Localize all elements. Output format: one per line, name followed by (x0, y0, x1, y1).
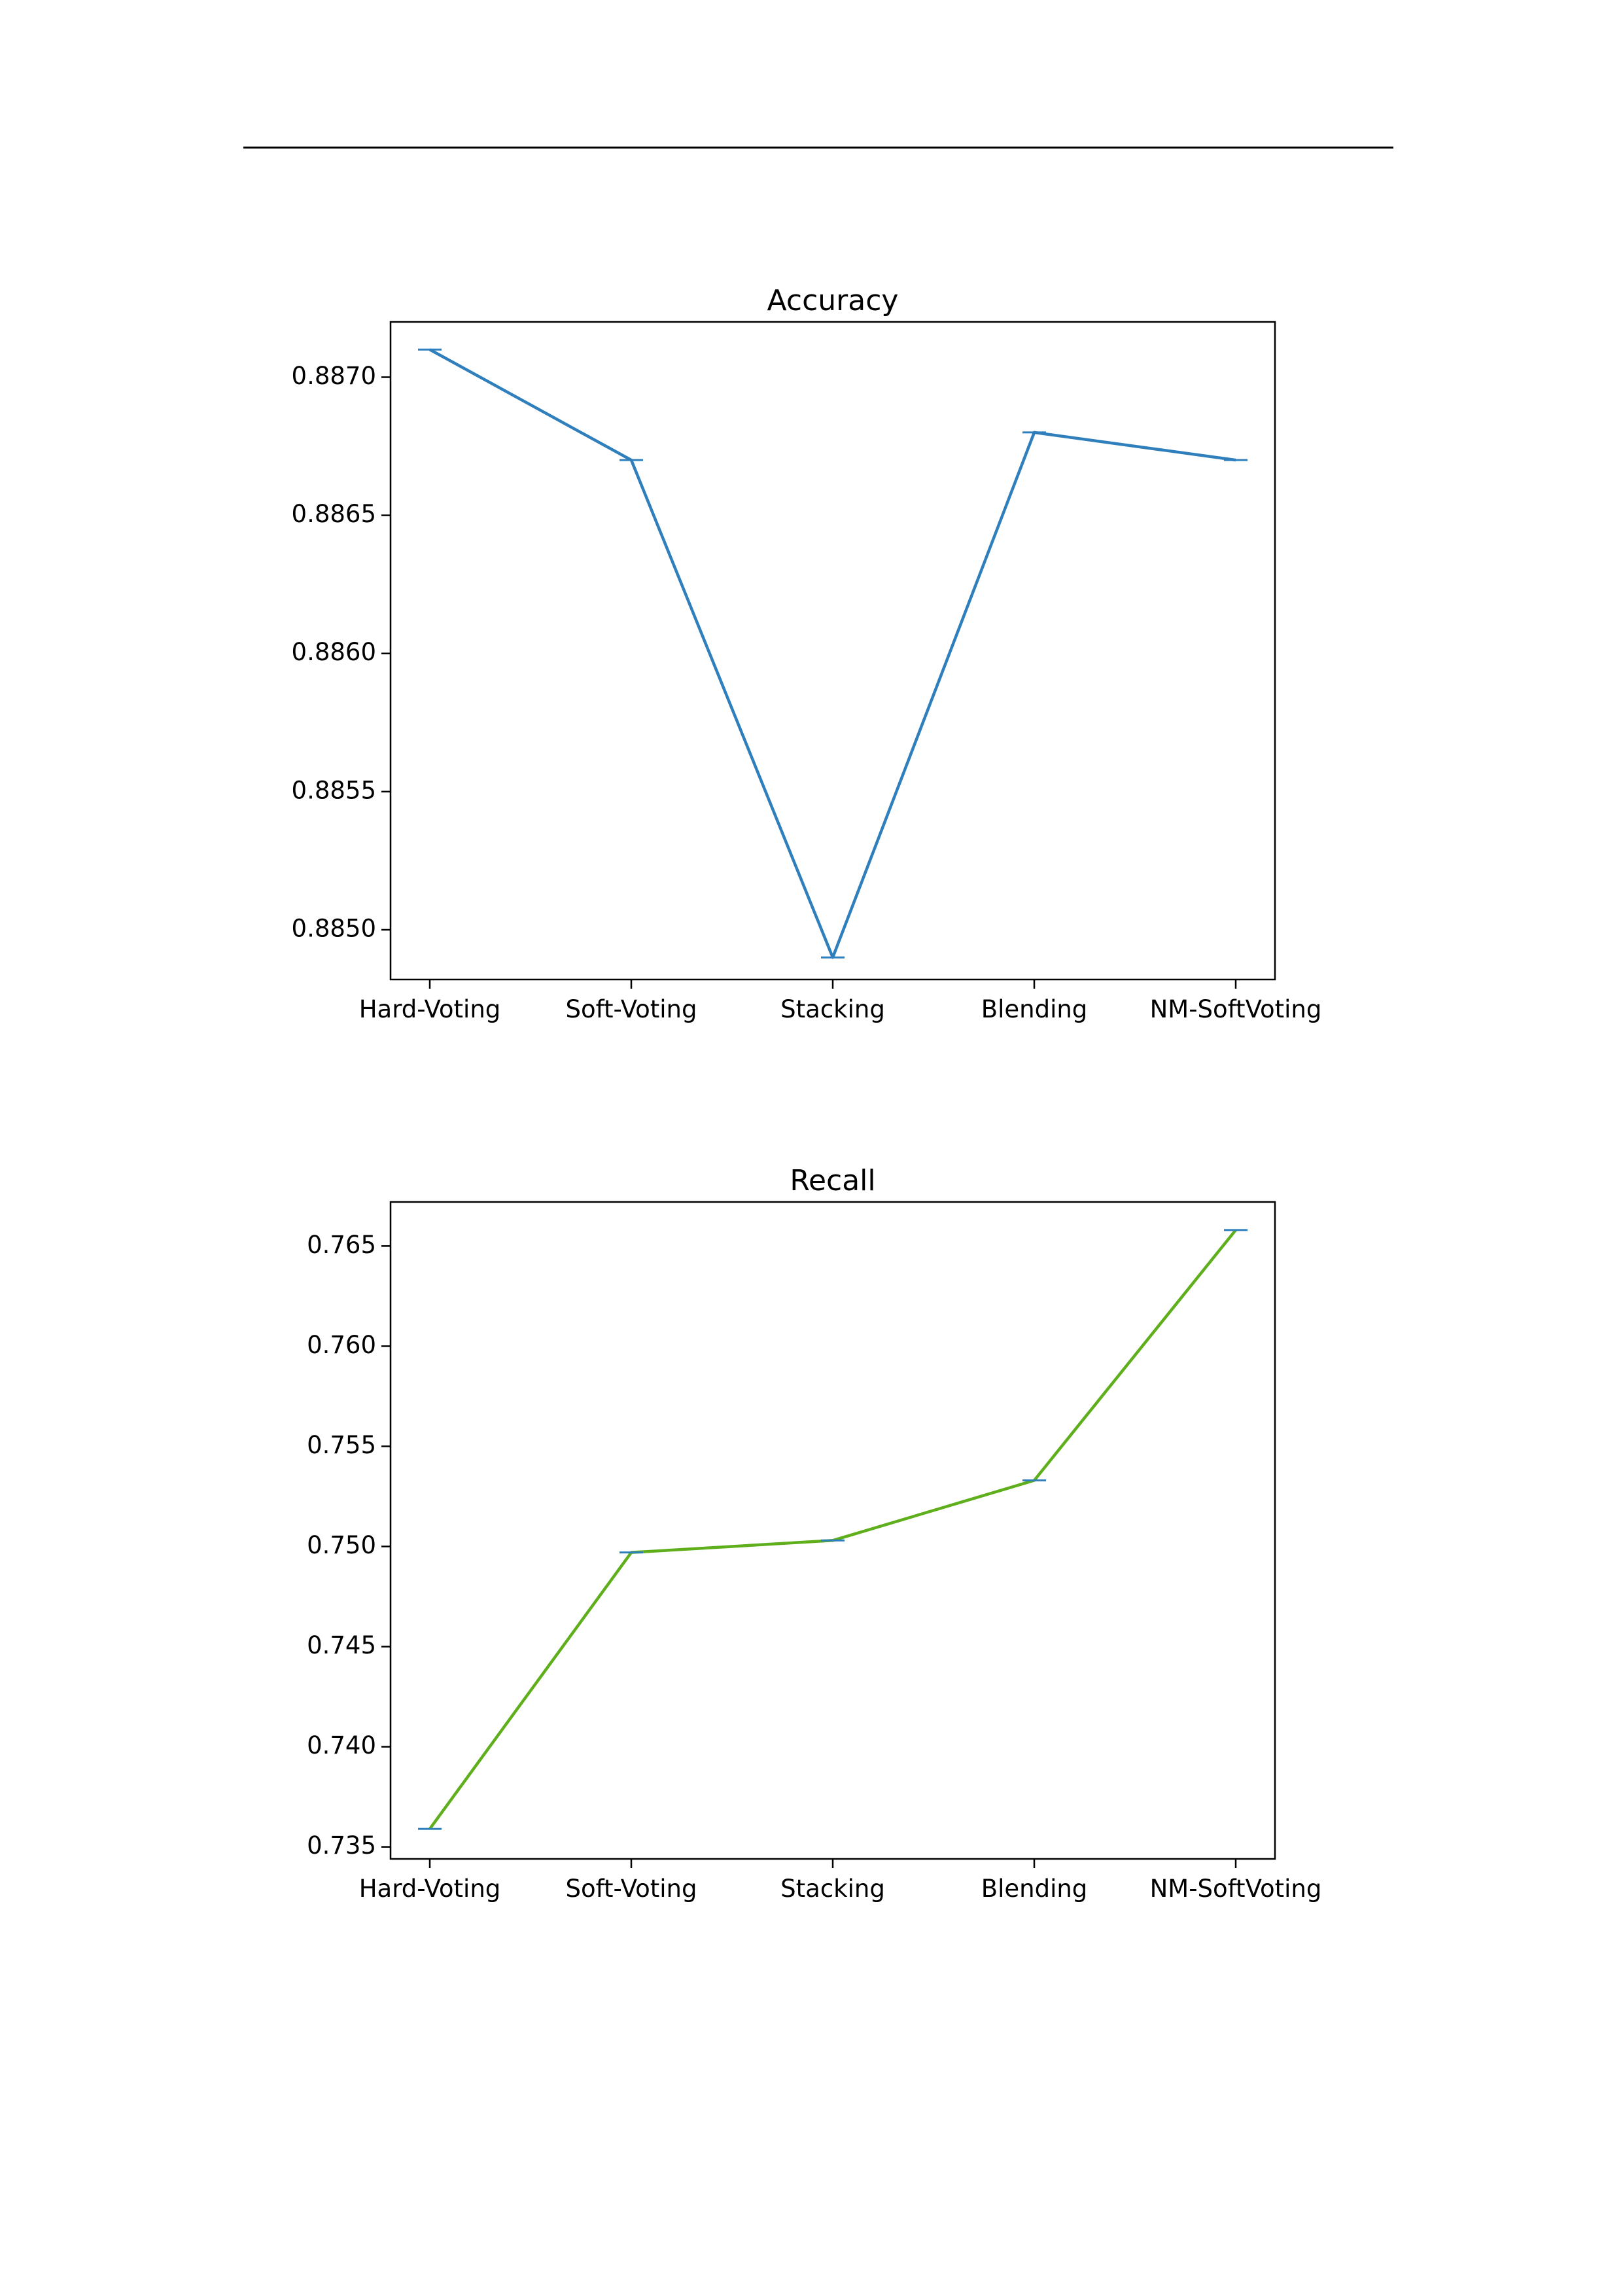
x-tick-label: Hard-Voting (359, 995, 501, 1023)
y-tick-label: 0.750 (307, 1531, 376, 1559)
chart-title: Recall (790, 1164, 875, 1197)
y-tick-label: 0.745 (307, 1631, 376, 1659)
y-tick-label: 0.735 (307, 1831, 376, 1860)
x-tick-label: Blending (981, 995, 1088, 1023)
x-tick-label: Soft-Voting (566, 1875, 697, 1903)
y-tick-label: 0.8860 (292, 638, 376, 666)
page-header-rule (243, 147, 1393, 149)
x-tick-label: NM-SoftVoting (1150, 995, 1322, 1023)
y-tick-label: 0.8850 (292, 914, 376, 942)
y-tick-label: 0.8870 (292, 362, 376, 390)
x-tick-label: Stacking (780, 1875, 885, 1903)
chart-title: Accuracy (767, 284, 899, 317)
x-tick-label: Soft-Voting (566, 995, 697, 1023)
y-tick-label: 0.740 (307, 1731, 376, 1759)
y-tick-label: 0.8865 (292, 500, 376, 528)
series-line (428, 1229, 1237, 1830)
x-tick-label: Stacking (780, 995, 885, 1023)
x-tick-label: NM-SoftVoting (1150, 1875, 1322, 1903)
y-tick-label: 0.760 (307, 1331, 376, 1359)
y-tick-label: 0.8855 (292, 776, 376, 804)
y-tick-label: 0.755 (307, 1431, 376, 1459)
x-tick-label: Hard-Voting (359, 1875, 501, 1903)
y-tick-label: 0.765 (307, 1231, 376, 1259)
x-tick-label: Blending (981, 1875, 1088, 1903)
plot-frame (389, 1201, 1276, 1860)
